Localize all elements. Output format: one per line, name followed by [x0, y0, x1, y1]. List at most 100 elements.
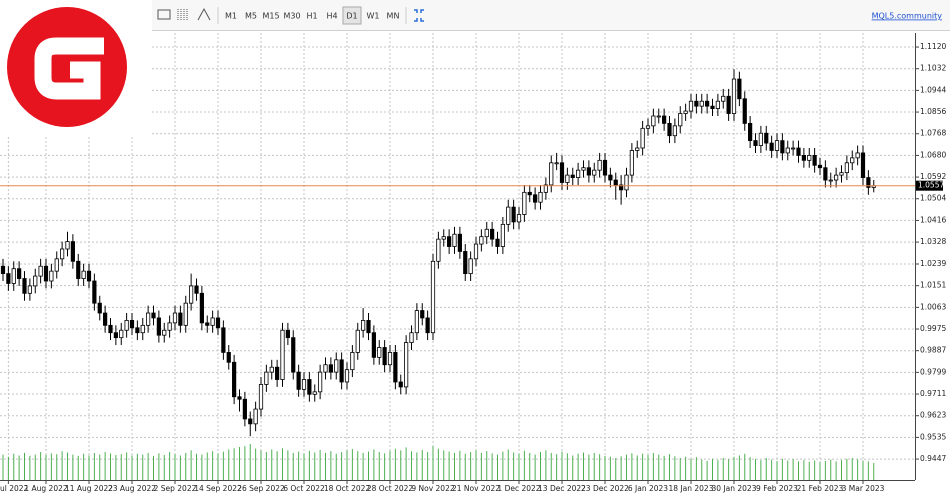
candle-body	[97, 302, 102, 314]
candle-body	[43, 265, 49, 282]
y-tick-label: 1.1032	[920, 64, 946, 73]
x-tick-label: 11 Aug 2022	[65, 484, 113, 493]
candle-body	[17, 268, 22, 279]
candle-body	[748, 122, 753, 142]
candle-body	[371, 332, 376, 358]
candle-body	[312, 391, 317, 395]
candle-body	[81, 270, 86, 279]
candle-body	[549, 162, 554, 186]
timeframe-button[interactable]: H4	[326, 12, 337, 21]
x-tick-label: 18 Jan 2023	[669, 484, 714, 493]
active-timeframe-box	[342, 6, 362, 25]
y-tick-label: 0.9975	[920, 324, 946, 333]
timeframe-button[interactable]: M1	[225, 12, 237, 21]
y-tick-label: 1.0151	[920, 281, 946, 290]
x-tick-label: 21 Nov 2022	[452, 484, 500, 493]
candle-body	[834, 174, 839, 181]
candle-body	[76, 260, 81, 279]
candle-body	[221, 327, 226, 353]
candle-body	[119, 329, 124, 339]
candle-body	[463, 251, 468, 275]
tool-icon[interactable]	[197, 7, 211, 21]
candle-body	[796, 147, 801, 156]
candle-body	[108, 324, 113, 334]
x-tick-label: 2 Sep 2022	[154, 484, 197, 493]
candle-body	[296, 371, 301, 390]
candle-body	[769, 142, 774, 151]
candle-body	[393, 352, 398, 383]
candle-body	[447, 236, 452, 247]
candle-body	[167, 322, 172, 331]
x-tick-label: 26 Sep 2022	[237, 484, 285, 493]
candle-body	[264, 371, 269, 385]
candle-body	[361, 320, 366, 331]
y-tick-label: 0.9799	[920, 367, 946, 376]
y-tick-label: 1.0063	[920, 302, 946, 311]
candle-body	[774, 140, 780, 151]
candle-body	[710, 105, 715, 110]
candle-body	[538, 191, 543, 203]
candle-body	[140, 324, 145, 334]
mql5-link[interactable]: MQL5.community	[872, 12, 943, 21]
candle-body	[506, 206, 511, 225]
y-tick-label: 1.0944	[920, 85, 946, 94]
candle-body	[828, 179, 833, 182]
x-tick-label: 21 Feb 2023	[797, 484, 844, 493]
candle-body	[495, 238, 500, 247]
tool-icon[interactable]	[157, 9, 171, 20]
candle-body	[366, 320, 371, 334]
y-tick-label: 1.0504	[920, 194, 946, 203]
y-tick-label: 1.0239	[920, 259, 946, 268]
candle-body	[715, 100, 720, 110]
candle-body	[753, 140, 758, 146]
candle-body	[608, 174, 613, 181]
candle-body	[726, 95, 731, 114]
candle-body	[172, 312, 178, 324]
candle-body	[721, 95, 726, 102]
candle-body	[318, 371, 323, 393]
candle-body	[645, 125, 651, 129]
x-tick-label: 6 Oct 2022	[283, 484, 325, 493]
timeframe-button[interactable]: M5	[245, 12, 257, 21]
candle-body	[301, 379, 307, 390]
candle-body	[500, 223, 505, 247]
candle-body	[457, 233, 462, 252]
candle-body	[527, 191, 532, 196]
candle-body	[248, 418, 253, 425]
candle-body	[441, 236, 446, 240]
candle-body	[694, 100, 699, 107]
plot-area: 1.1120 1.1032 1.0944 1.0856 1.0768 1.0680 1.05…	[0, 33, 946, 493]
timeframe-button[interactable]: MN	[387, 12, 400, 21]
candle-body	[253, 408, 258, 425]
candle-body	[570, 174, 575, 178]
candle-body	[602, 159, 608, 176]
x-tick-label: 18 Oct 2022	[324, 484, 371, 493]
candle-body	[780, 140, 785, 154]
candle-body	[382, 347, 387, 366]
fullscreen-icon[interactable]	[414, 9, 424, 22]
y-tick-label: 1.0592	[920, 172, 946, 181]
candle-body	[6, 273, 11, 284]
candle-body	[791, 147, 796, 150]
candle-body	[801, 155, 806, 161]
candle-body	[339, 359, 344, 383]
timeframe-button[interactable]: W1	[367, 12, 380, 21]
candle-body	[651, 115, 656, 127]
candle-body	[232, 361, 237, 398]
candle-body	[855, 152, 860, 159]
timeframe-button[interactable]: H1	[306, 12, 317, 21]
candle-body	[559, 162, 565, 183]
candle-body	[850, 157, 855, 164]
x-tick-label: 6 Jan 2023	[628, 484, 668, 493]
timeframe-button[interactable]: M30	[283, 12, 300, 21]
timeframe-button[interactable]: D1	[346, 12, 357, 21]
candle-body	[11, 268, 16, 284]
y-tick-label: 0.9535	[920, 432, 946, 441]
timeframe-button[interactable]: M15	[262, 12, 279, 21]
candle-body	[124, 320, 129, 331]
candle-body	[183, 302, 188, 326]
x-tick-label: 13 Dec 2022	[538, 484, 586, 493]
candle-body	[683, 110, 688, 114]
candle-body	[597, 159, 602, 171]
tool-icon[interactable]	[177, 9, 188, 21]
